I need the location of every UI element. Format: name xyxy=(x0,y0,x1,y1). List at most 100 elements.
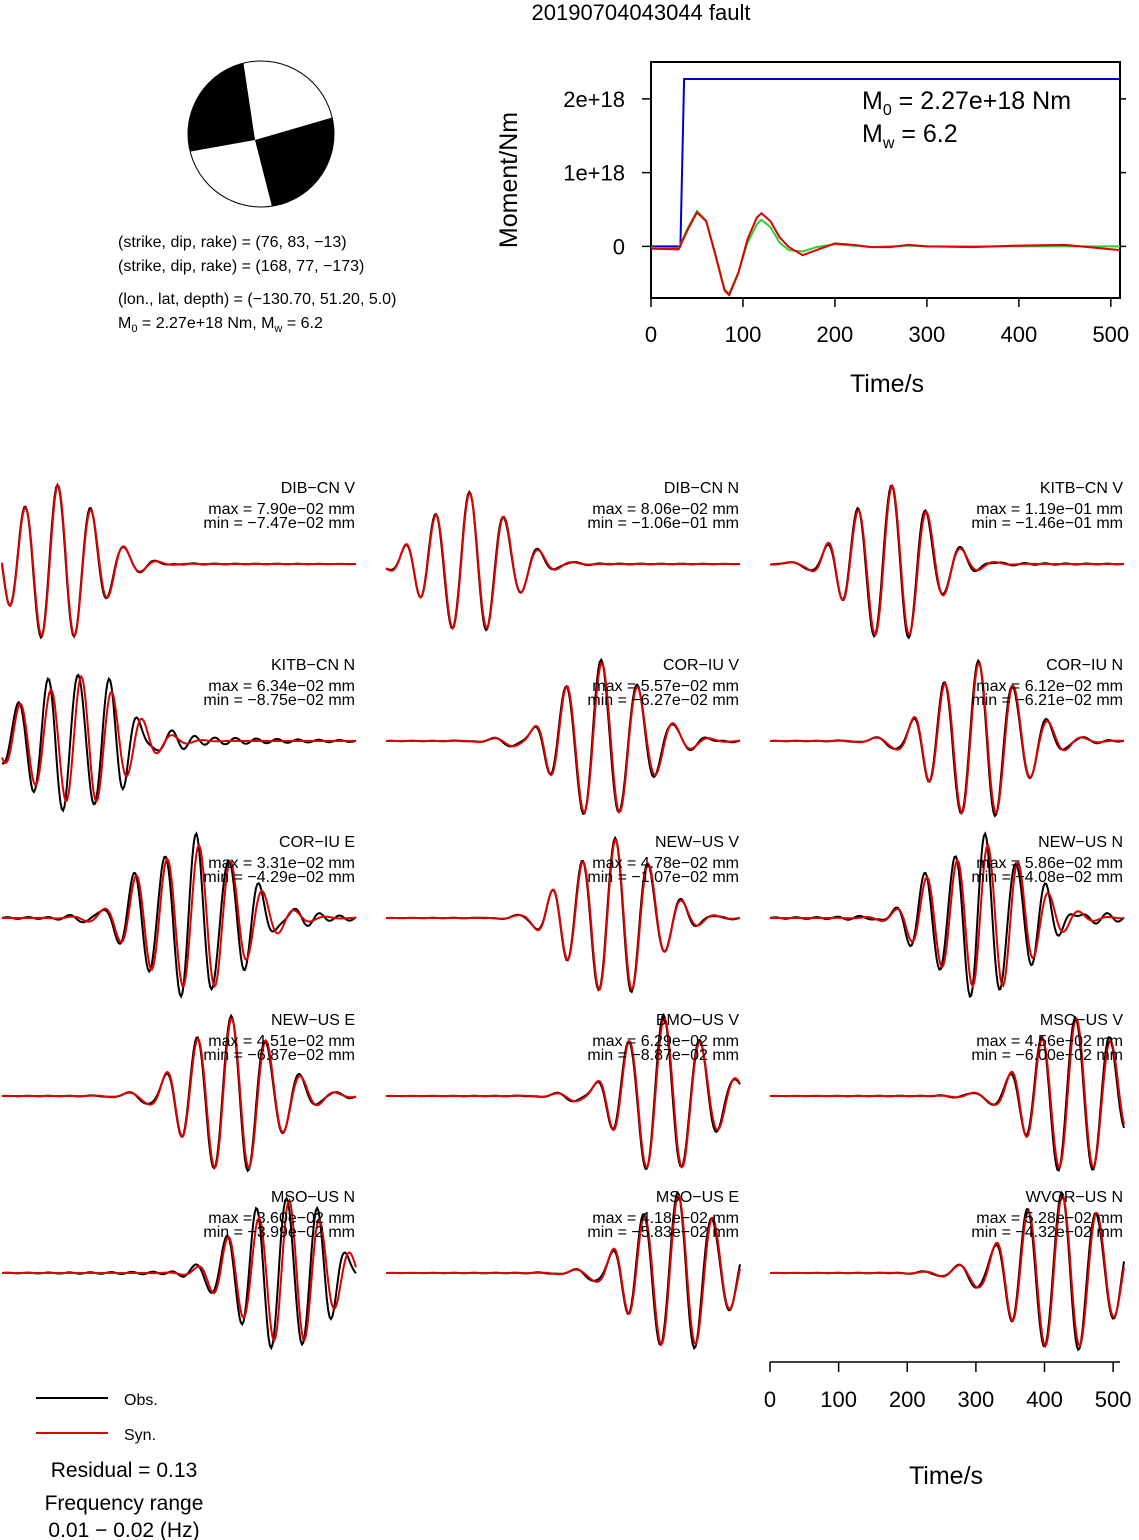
synthetic-trace xyxy=(386,1194,741,1347)
station-min: min = −8.87e−02 mm xyxy=(587,1047,739,1064)
moment-y-tick-label: 0 xyxy=(613,234,625,259)
station-max: max = 6.29e−02 mm xyxy=(592,1033,739,1050)
station-min: min = −1.06e−01 mm xyxy=(587,515,739,532)
station-label: KITB−CN V xyxy=(1040,480,1123,497)
synthetic-trace xyxy=(770,843,1124,989)
synthetic-trace xyxy=(770,662,1124,815)
moment-series-line xyxy=(651,78,1120,248)
station-min: min = −4.32e−02 mm xyxy=(971,1224,1123,1241)
station-label: NEW−US E xyxy=(271,1012,355,1029)
mechanism-moment: M0 = 2.27e+18 Nm, Mw = 6.2 xyxy=(118,315,323,335)
moment-x-tick-label: 500 xyxy=(1092,322,1129,347)
waveform-x-tick-label: 0 xyxy=(764,1387,776,1412)
moment-mw-annotation: Mw = 6.2 xyxy=(862,120,958,152)
station-min: min = −6.21e−02 mm xyxy=(971,692,1123,709)
synthetic-trace xyxy=(1,674,356,804)
station-label: NEW−US V xyxy=(655,834,739,851)
synthetic-trace xyxy=(770,1194,1125,1348)
waveform-x-tick-label: 200 xyxy=(889,1387,926,1412)
station-label: MSO−US N xyxy=(271,1189,355,1206)
synthetic-trace xyxy=(1,483,356,638)
synthetic-trace xyxy=(2,1017,357,1170)
moment-series-line xyxy=(650,210,1121,297)
station-min: min = −1.46e−01 mm xyxy=(971,515,1123,532)
moment-x-tick-label: 200 xyxy=(817,322,854,347)
station-max: max = 5.86e−02 mm xyxy=(976,855,1123,872)
moment-y-axis-title: Moment/Nm xyxy=(495,112,523,248)
station-label: DIB−CN N xyxy=(664,480,739,497)
synthetic-trace xyxy=(385,491,740,631)
station-min: min = −5.83e−02 mm xyxy=(587,1224,739,1241)
station-max: max = 6.12e−02 mm xyxy=(976,678,1123,695)
waveform-x-tick-label: 500 xyxy=(1095,1387,1132,1412)
station-label: MSO−US V xyxy=(1040,1012,1123,1029)
station-min: min = −4.29e−02 mm xyxy=(203,869,355,886)
synthetic-trace xyxy=(386,1017,741,1169)
legend: Obs. Syn. xyxy=(36,1392,158,1444)
waveform-time-axis: 0 100 200 300 400 500 xyxy=(764,1361,1132,1412)
station-max: max = 3.60e−02 mm xyxy=(208,1210,355,1227)
station-max: max = 3.31e−02 mm xyxy=(208,855,355,872)
moment-x-tick-label: 400 xyxy=(1000,322,1037,347)
station-min: min = −3.99e−02 mm xyxy=(203,1224,355,1241)
station-min: min = −4.08e−02 mm xyxy=(971,869,1123,886)
observed-trace xyxy=(1,673,357,813)
station-min: min = −6.00e−02 mm xyxy=(971,1047,1123,1064)
synthetic-trace xyxy=(386,662,740,814)
beachball-compressional-quadrant xyxy=(188,61,255,152)
mechanism-plane-1: (strike, dip, rake) = (76, 83, −13) xyxy=(118,234,347,251)
station-label: COR−IU E xyxy=(279,834,355,851)
figure-title: 20190704043044 fault xyxy=(532,0,751,25)
waveform-x-tick-label: 300 xyxy=(958,1387,995,1412)
synthetic-trace xyxy=(386,838,741,992)
station-label: BMO−US V xyxy=(656,1012,739,1029)
station-min: min = −6.27e−02 mm xyxy=(587,692,739,709)
station-label: COR−IU V xyxy=(663,657,739,674)
synthetic-trace xyxy=(2,1198,357,1343)
residual-text: Residual = 0.13 xyxy=(51,1459,198,1482)
station-label: NEW−US N xyxy=(1038,834,1123,851)
moment-y-tick-label: 2e+18 xyxy=(563,87,625,112)
moment-x-tick-label: 100 xyxy=(725,322,762,347)
station-max: max = 1.19e−01 mm xyxy=(976,501,1123,518)
station-max: max = 7.90e−02 mm xyxy=(208,501,355,518)
station-label: MSO−US E xyxy=(656,1189,739,1206)
waveform-x-tick-label: 100 xyxy=(820,1387,857,1412)
station-max: max = 6.34e−02 mm xyxy=(208,678,355,695)
station-max: max = 4.51e−02 mm xyxy=(208,1033,355,1050)
moment-x-axis-title: Time/s xyxy=(850,370,924,398)
station-max: max = 5.57e−02 mm xyxy=(592,678,739,695)
mechanism-plane-2: (strike, dip, rake) = (168, 77, −173) xyxy=(118,258,364,275)
station-max: max = 4.56e−02 mm xyxy=(976,1033,1123,1050)
station-label: WVOR−US N xyxy=(1026,1189,1123,1206)
mechanism-location: (lon., lat, depth) = (−130.70, 51.20, 5.… xyxy=(118,291,396,308)
station-label: DIB−CN V xyxy=(281,480,356,497)
station-label: COR−IU N xyxy=(1046,657,1123,674)
moment-x-tick-label: 0 xyxy=(645,322,657,347)
frequency-range-title: Frequency range xyxy=(45,1492,204,1515)
focal-mechanism-beachball xyxy=(187,60,335,208)
station-max: max = 4.18e−02 mm xyxy=(592,1210,739,1227)
moment-y-tick-label: 1e+18 xyxy=(563,161,625,186)
frequency-range-value: 0.01 − 0.02 (Hz) xyxy=(48,1519,199,1540)
station-min: min = −6.87e−02 mm xyxy=(203,1047,355,1064)
moment-plot-frame xyxy=(650,61,1121,299)
station-label: KITB−CN N xyxy=(271,657,355,674)
moment-function-chart: 0 100 200 300 400 500 0 1e+18 2e+18 Moment/Nm Ti… xyxy=(495,61,1129,398)
